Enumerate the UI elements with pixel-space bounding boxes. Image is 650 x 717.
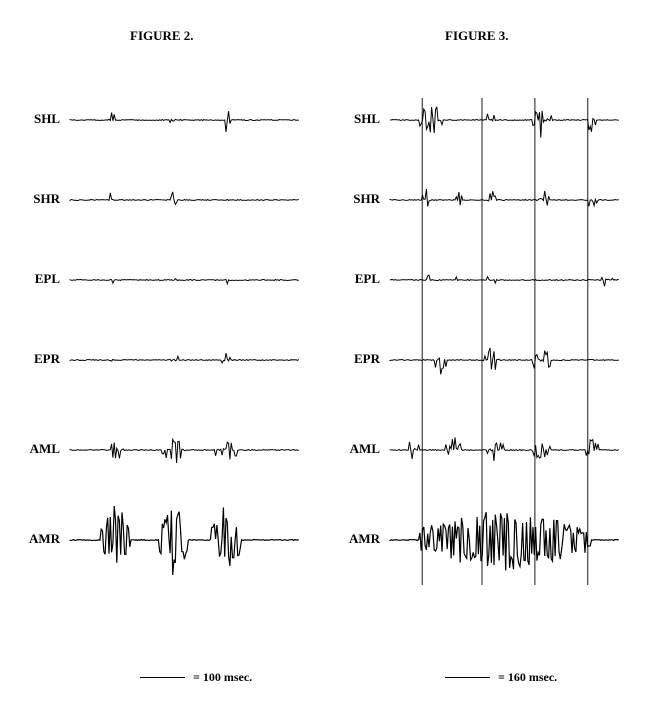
scale-bar-label: = 160 msec.: [498, 670, 557, 685]
trace-shr: [390, 189, 619, 206]
channel-label-amr: AMR: [340, 531, 380, 547]
figure-2-scale: = 100 msec.: [140, 670, 252, 685]
channel-label-epl: EPL: [20, 271, 60, 287]
scale-bar-line: [140, 677, 185, 678]
channel-label-epl: EPL: [340, 271, 380, 287]
figure-3-scale: = 160 msec.: [445, 670, 557, 685]
channel-label-shr: SHR: [340, 191, 380, 207]
trace-shl: [390, 107, 619, 138]
trace-epr: [390, 348, 619, 374]
trace-shr: [70, 192, 299, 205]
traces-canvas: [0, 0, 650, 717]
channel-label-shr: SHR: [20, 191, 60, 207]
scale-bar-label: = 100 msec.: [193, 670, 252, 685]
trace-epl: [390, 275, 619, 286]
channel-label-shl: SHL: [340, 111, 380, 127]
channel-label-aml: AML: [340, 441, 380, 457]
trace-epl: [70, 279, 299, 284]
trace-aml: [70, 439, 299, 463]
trace-aml: [390, 437, 619, 461]
trace-epr: [70, 353, 299, 363]
channel-label-shl: SHL: [20, 111, 60, 127]
channel-label-amr: AMR: [20, 531, 60, 547]
scale-bar-line: [445, 677, 490, 678]
channel-label-aml: AML: [20, 441, 60, 457]
trace-amr: [70, 506, 299, 575]
trace-amr: [390, 512, 619, 570]
channel-label-epr: EPR: [20, 351, 60, 367]
channel-label-epr: EPR: [340, 351, 380, 367]
trace-shl: [70, 111, 299, 132]
